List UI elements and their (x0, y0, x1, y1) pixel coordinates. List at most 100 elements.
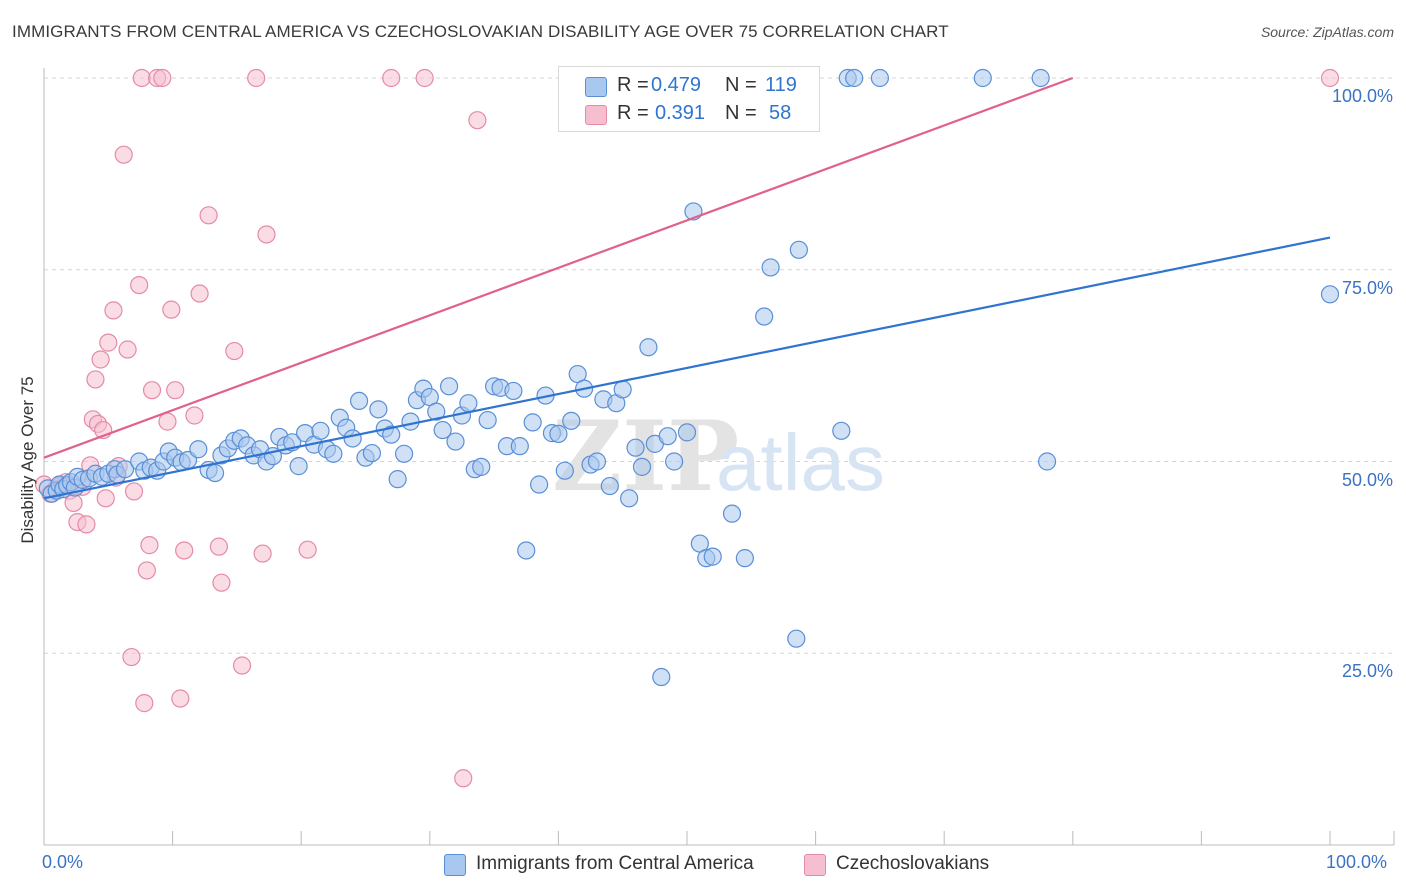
central-america-point (735, 549, 754, 568)
central-america-point (652, 667, 671, 687)
central-america-point (549, 424, 568, 443)
chart-source: Source: ZipAtlas.com (1260, 24, 1394, 40)
czechoslovakians-point (468, 111, 487, 130)
czechoslovakians-point (247, 68, 266, 88)
legend-n-label: N = (725, 102, 757, 124)
central-america-point (530, 475, 549, 494)
legend-n-value: 58 (769, 102, 792, 124)
central-america-point (388, 470, 407, 489)
central-america-point (555, 461, 574, 480)
czechoslovakians-point (132, 68, 151, 88)
chart-title: IMMIGRANTS FROM CENTRAL AMERICA VS CZECH… (12, 22, 949, 41)
central-america-point (394, 444, 414, 463)
central-america-point (401, 412, 420, 431)
czechoslovakians-point (209, 537, 228, 556)
central-america-point (189, 440, 208, 459)
central-america-point (504, 381, 523, 401)
czechoslovakians-point (415, 68, 434, 88)
czechoslovakians-point (232, 656, 252, 675)
central-america-point (478, 410, 497, 430)
czechoslovakians-point (137, 561, 156, 580)
czechoslovakians-point (142, 381, 162, 400)
y-tick-label: 50.0% (1341, 469, 1393, 490)
grid-layer (44, 77, 1394, 654)
czechoslovakians-point (190, 284, 209, 303)
czechoslovakians-point (135, 694, 154, 713)
czechoslovakians-point (130, 275, 149, 295)
legend-r-label: R = (617, 102, 649, 124)
czechoslovakians-point (171, 689, 190, 708)
czechoslovakians-point (140, 536, 159, 555)
czechoslovakians-point (104, 301, 123, 320)
central-america-point (587, 452, 607, 471)
czechoslovakians-point (153, 68, 172, 88)
central-america-point (362, 443, 382, 463)
czechoslovakians-point (382, 68, 401, 88)
legend-row-czechoslovakians: R = 0.391 N = 58 (559, 99, 819, 129)
legend-swatch-blue (585, 77, 607, 97)
central-america-point (517, 541, 536, 560)
czechoslovakians-point (257, 225, 276, 244)
central-america-point (761, 258, 780, 277)
central-america-point (562, 411, 581, 430)
series-legend: Immigrants from Central America Czechosl… (0, 852, 1406, 878)
legend-swatch-pink (585, 105, 607, 125)
czechoslovakians-point (166, 381, 185, 400)
czechoslovakians-point (158, 412, 177, 431)
central-america-point (832, 421, 851, 440)
czechoslovakians-point (185, 406, 204, 425)
central-america-point (665, 452, 684, 471)
legend-swatch-pink (804, 854, 826, 876)
central-america-point (115, 460, 135, 479)
central-america-point (446, 432, 465, 451)
y-tick-label: 100.0% (1331, 86, 1393, 106)
central-america-point (510, 437, 529, 456)
central-america-point (205, 463, 225, 483)
legend-n-value: 119 (765, 74, 797, 96)
central-america-point (1320, 285, 1340, 304)
correlation-legend: R = 0.479 N = 119 R = 0.391 N = 58 (558, 66, 820, 132)
czechoslovakians-point (298, 540, 317, 559)
czechoslovakians-point (454, 769, 473, 788)
central-america-point (870, 68, 890, 88)
central-america-point (459, 394, 478, 413)
x-tick-label-max: 100.0% (1326, 852, 1388, 872)
central-america-point (349, 391, 369, 411)
central-america-point (343, 429, 362, 448)
central-america-point (703, 547, 722, 566)
czechoslovakians-point (122, 647, 141, 667)
legend-label: Immigrants from Central America (476, 853, 754, 874)
czechoslovakians-point (114, 145, 133, 164)
central-america-point (382, 425, 401, 444)
x-tick-label-min: 0.0% (42, 852, 84, 872)
central-america-point (658, 427, 677, 446)
legend-swatch-blue (444, 854, 466, 876)
central-america-point (613, 380, 632, 399)
central-america-point (1037, 452, 1057, 471)
legend-n-label: N = (725, 74, 757, 96)
central-america-point (311, 421, 330, 440)
legend-row-central-america: R = 0.479 N = 119 (559, 71, 819, 101)
central-america-point (439, 377, 459, 396)
czechoslovakians-point (1320, 68, 1340, 88)
watermark-zip: ZIP (552, 400, 739, 513)
y-tick-label: 25.0% (1341, 661, 1393, 682)
czechoslovakians-point (199, 206, 218, 225)
legend-r-value: 0.479 (651, 74, 702, 96)
central-america-point (626, 438, 645, 457)
czechoslovakians-point (175, 541, 194, 560)
central-america-point (472, 457, 491, 476)
czechoslovakians-point (118, 340, 137, 359)
czechoslovakians-point (77, 515, 96, 534)
legend-label: Czechoslovakians (836, 853, 990, 874)
watermark-atlas: atlas (716, 418, 885, 507)
central-america-point (722, 504, 742, 523)
central-america-point (324, 444, 343, 463)
central-america-point (677, 423, 697, 442)
czechoslovakians-point (99, 333, 118, 352)
central-america-point (523, 413, 542, 432)
trend-layer (43, 76, 1331, 500)
central-america-point (427, 402, 446, 421)
y-tick-label: 75.0% (1341, 277, 1393, 298)
